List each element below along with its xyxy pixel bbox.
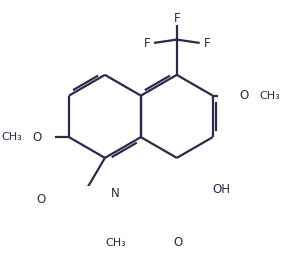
Text: OH: OH [213,182,231,195]
Text: CH₃: CH₃ [259,91,280,101]
Text: F: F [144,37,150,50]
Text: O: O [33,131,42,144]
Text: N: N [111,187,120,200]
Text: F: F [203,37,210,50]
Text: F: F [174,12,180,25]
Text: O: O [240,89,249,102]
Text: O: O [37,193,46,206]
Text: CH₃: CH₃ [2,132,22,142]
Text: O: O [173,237,182,250]
Text: CH₃: CH₃ [105,238,126,248]
